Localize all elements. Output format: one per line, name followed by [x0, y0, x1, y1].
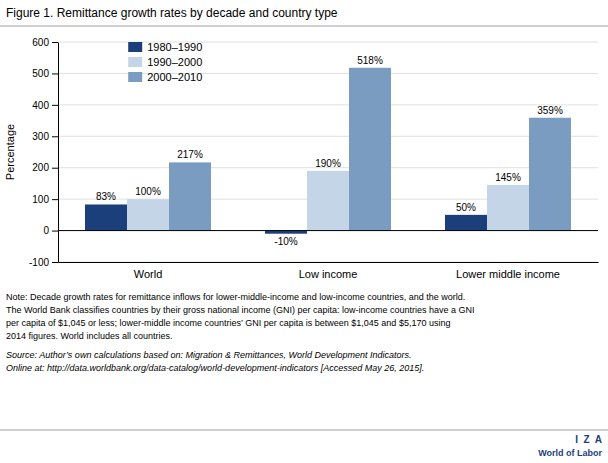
x-tick: World [134, 268, 163, 280]
y-tick: -100 [29, 257, 58, 268]
y-axis-line [58, 43, 59, 263]
x-axis-line [59, 262, 599, 263]
y-tick-label: 300 [32, 131, 49, 142]
chart: Figure 1. Remittance growth rates by dec… [0, 0, 608, 463]
y-tick-mark [52, 262, 58, 263]
y-tick-mark [52, 105, 58, 106]
y-tick: 0 [43, 225, 58, 236]
legend-swatch [128, 72, 142, 82]
y-tick-label: -100 [29, 257, 49, 268]
data-label: 217% [177, 149, 203, 160]
x-axis: World Low income Lower middle income [59, 263, 599, 280]
data-label: -10% [274, 236, 297, 247]
legend-item: 1990–2000 [128, 56, 202, 68]
annotation: World of Labor [538, 448, 602, 458]
legend-label: 1980–1990 [147, 41, 202, 53]
y-tick-mark [52, 199, 58, 200]
annotations: I Z A World of Labor [538, 434, 602, 458]
bar-series [169, 68, 571, 231]
data-label: 50% [456, 202, 476, 213]
grid-line [58, 262, 598, 263]
source: Source: Author’s own calculations based … [6, 350, 412, 360]
bar [487, 185, 529, 231]
y-tick-mark [52, 168, 58, 169]
bar [169, 162, 211, 230]
y-tick-mark [52, 136, 58, 137]
grid-line [58, 104, 598, 105]
annotation: I Z A [575, 434, 602, 445]
bar [85, 204, 127, 230]
bar [349, 68, 391, 231]
y-axis: -100 0 100 200 300 400 500 600 [29, 37, 59, 268]
y-tick-label: 500 [32, 68, 49, 79]
title-rule [0, 26, 608, 27]
x-tick-label: World [134, 268, 163, 280]
y-tick-mark [52, 42, 58, 43]
y-tick-label: 100 [32, 194, 49, 205]
notes: Note: Decade growth rates for remittance… [6, 292, 475, 373]
x-tick-label: Lower middle income [456, 268, 560, 280]
bar [127, 199, 169, 230]
y-tick-label: 0 [43, 225, 49, 236]
note: Note: Decade growth rates for remittance… [6, 292, 465, 302]
grid [58, 42, 598, 262]
data-label: 359% [537, 105, 563, 116]
data-label: 100% [135, 186, 161, 197]
bars [85, 68, 571, 234]
y-tick-label: 200 [32, 162, 49, 173]
bar [307, 171, 349, 231]
bar [445, 215, 487, 231]
y-axis-title: Percentage [4, 124, 16, 180]
bottom-rule [0, 430, 608, 431]
note: per capita of $1,045 or less; lower-midd… [6, 318, 450, 328]
y-tick-label: 600 [32, 37, 49, 48]
data-labels: 83% -10% 50% 100% 190% 145% 217% 518% 359% [96, 55, 563, 247]
y-tick: 300 [32, 131, 58, 142]
y-tick-mark [52, 73, 58, 74]
data-label: 83% [96, 191, 116, 202]
zero-line [58, 230, 598, 231]
grid-line [58, 136, 598, 137]
legend-item: 1980–1990 [128, 41, 202, 53]
bar [529, 118, 571, 231]
title: Figure 1. Remittance growth rates by dec… [6, 6, 338, 20]
legend-label: 2000–2010 [147, 71, 202, 83]
legend-label: 1990–2000 [147, 56, 202, 68]
note: The World Bank classifies countries by t… [6, 305, 475, 315]
x-tick: Low income [299, 268, 358, 280]
legend-swatch [128, 42, 142, 52]
y-tick-label: 400 [32, 100, 49, 111]
y-tick: 500 [32, 68, 58, 79]
legend-item: 2000–2010 [128, 71, 202, 83]
y-tick: 100 [32, 194, 58, 205]
legend-swatch [128, 57, 142, 67]
y-tick-mark [52, 231, 58, 232]
y-tick: 600 [32, 37, 58, 48]
data-label: 190% [315, 158, 341, 169]
legend: 1980–1990 1990–2000 2000–2010 [128, 41, 202, 83]
data-label: 145% [495, 172, 521, 183]
source: Online at: http://data.worldbank.org/dat… [6, 363, 424, 373]
x-tick-label: Low income [299, 268, 358, 280]
grid-line [58, 230, 598, 231]
x-tick: Lower middle income [456, 268, 560, 280]
y-tick: 400 [32, 100, 58, 111]
y-tick: 200 [32, 162, 58, 173]
note: 2014 figures. World includes all countri… [6, 331, 172, 341]
data-label: 518% [357, 55, 383, 66]
